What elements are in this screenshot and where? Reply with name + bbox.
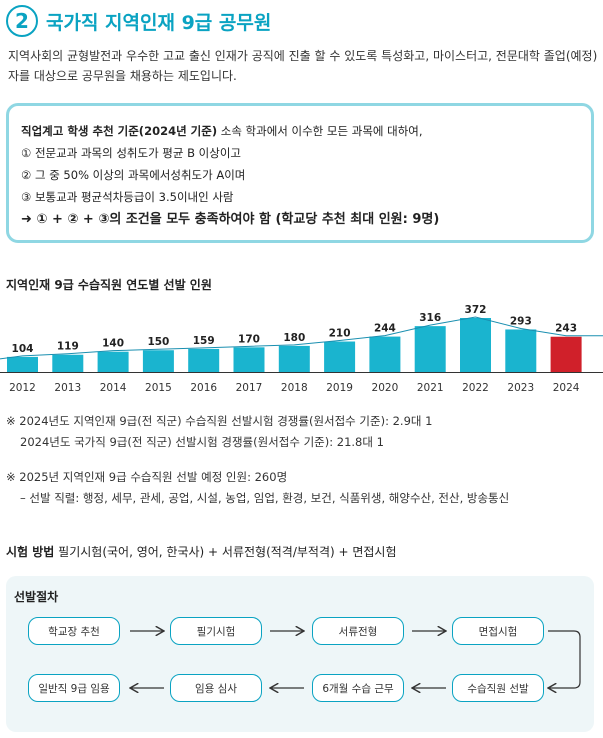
criteria-item-1: ① 전문교과 과목의 성취도가 평균 B 이상이고 (21, 146, 241, 160)
chart-title: 지역인재 9급 수습직원 연도별 선발 인원 (6, 278, 212, 292)
section-number-badge: 2 (6, 5, 38, 37)
exam-method-label: 시험 방법 (6, 545, 55, 559)
data-label-2018: 180 (283, 332, 305, 344)
criteria-heading: 직업계고 학생 추천 기준(2024년 기준) (21, 124, 218, 138)
bar-2021 (414, 326, 446, 372)
section-title: 국가직 지역인재 9급 공무원 (46, 11, 272, 34)
step-probation: 6개월 수습 근무 (312, 674, 404, 702)
bar-2017 (233, 347, 265, 372)
tick-label-2014: 2014 (100, 382, 127, 394)
bar-2019 (324, 341, 356, 372)
notes: ※ 2024년도 지역인재 9급(전 직군) 수습직원 선발시험 경쟁률(원서접… (6, 411, 598, 509)
bar-2016 (188, 348, 220, 372)
data-label-2021: 316 (419, 312, 441, 324)
bar-2020 (369, 336, 401, 372)
data-label-2013: 119 (57, 341, 79, 353)
tick-label-2022: 2022 (462, 382, 489, 394)
criteria-heading-line: 직업계고 학생 추천 기준(2024년 기준) 소속 학과에서 이수한 모든 과… (21, 120, 579, 142)
step-probationer-selection: 수습직원 선발 (452, 674, 544, 702)
tick-label-2024: 2024 (553, 382, 580, 394)
criteria-item-3: ③ 보통교과 평균석차등급이 3.5이내인 사람 (21, 190, 234, 204)
flow-arrows (6, 576, 581, 732)
criteria-box: 직업계고 학생 추천 기준(2024년 기준) 소속 학과에서 이수한 모든 과… (6, 103, 594, 243)
data-label-2022: 372 (465, 304, 487, 316)
criteria-heading-rest: 소속 학과에서 이수한 모든 과목에 대하여, (217, 124, 423, 138)
criteria-final: ➜ ① + ② + ③의 조건을 모두 충족하여야 함 (학교당 추천 최대 인… (21, 212, 440, 227)
data-label-2019: 210 (329, 328, 351, 340)
note-competition-2024: ※ 2024년도 지역인재 9급(전 직군) 수습직원 선발시험 경쟁률(원서접… (6, 414, 433, 428)
data-label-2017: 170 (238, 333, 260, 345)
arrow-turn (548, 630, 581, 688)
step-appointment: 일반직 9급 임용 (28, 674, 120, 702)
tick-label-2013: 2013 (54, 382, 81, 394)
bar-2013 (52, 354, 84, 372)
data-label-2024: 243 (555, 323, 577, 335)
trend-line (0, 316, 603, 360)
tick-label-2018: 2018 (281, 382, 308, 394)
data-label-2020: 244 (374, 323, 396, 335)
note-competition-national: 2024년도 국가직 9급(전 직군) 선발시험 경쟁률(원서접수 기준): 2… (20, 435, 384, 449)
bar-2015 (142, 350, 174, 372)
tick-label-2016: 2016 (190, 382, 217, 394)
tick-label-2012: 2012 (9, 382, 36, 394)
tick-label-2021: 2021 (417, 382, 444, 394)
criteria-item-2: ② 그 중 50% 이상의 과목에서성취도가 A이며 (21, 168, 246, 182)
procedure-title: 선발절차 (14, 590, 59, 604)
data-label-2023: 293 (510, 315, 532, 327)
tick-label-2019: 2019 (326, 382, 353, 394)
bar-chart: 104 2012 119 2013 140 2014 150 2015 159 2016 170 20… (0, 304, 603, 394)
exam-method-text: 필기시험(국어, 영어, 한국사) + 서류전형(적격/부적격) + 면접시험 (54, 545, 397, 559)
tick-label-2015: 2015 (145, 382, 172, 394)
bar-2024 (550, 336, 582, 372)
tick-label-2023: 2023 (507, 382, 534, 394)
bar-2014 (97, 351, 129, 372)
section-header: 2 국가직 지역인재 9급 공무원 (6, 4, 271, 38)
procedure-box: 선발절차 학교장 추천 필기시험 서류전형 면접시험 일반직 9급 임용 임용 … (6, 576, 594, 732)
data-label-2016: 159 (193, 335, 215, 347)
note-planned-2025: ※ 2025년 지역인재 9급 수습직원 선발 예정 인원: 260명 (6, 470, 288, 484)
data-label-2012: 104 (12, 343, 34, 355)
bar-2023 (505, 329, 537, 372)
exam-method: 시험 방법 필기시험(국어, 영어, 한국사) + 서류전형(적격/부적격) +… (6, 543, 397, 560)
step-written-exam: 필기시험 (170, 617, 262, 645)
bar-2022 (460, 318, 491, 372)
data-label-2014: 140 (102, 338, 124, 350)
step-interview: 면접시험 (452, 617, 544, 645)
bar-2018 (278, 345, 310, 372)
intro-paragraph: 지역사회의 균형발전과 우수한 고교 출신 인재가 공직에 진출 할 수 있도록… (8, 49, 598, 83)
step-principal-recommendation: 학교장 추천 (28, 617, 120, 645)
note-job-series: – 선발 직렬: 행정, 세무, 관세, 공업, 시설, 농업, 임업, 환경,… (20, 491, 510, 505)
step-document-screening: 서류전형 (312, 617, 404, 645)
bar-2012 (7, 356, 38, 372)
data-label-2015: 150 (147, 336, 169, 348)
tick-label-2020: 2020 (372, 382, 399, 394)
step-appointment-review: 임용 심사 (170, 674, 262, 702)
tick-label-2017: 2017 (236, 382, 263, 394)
